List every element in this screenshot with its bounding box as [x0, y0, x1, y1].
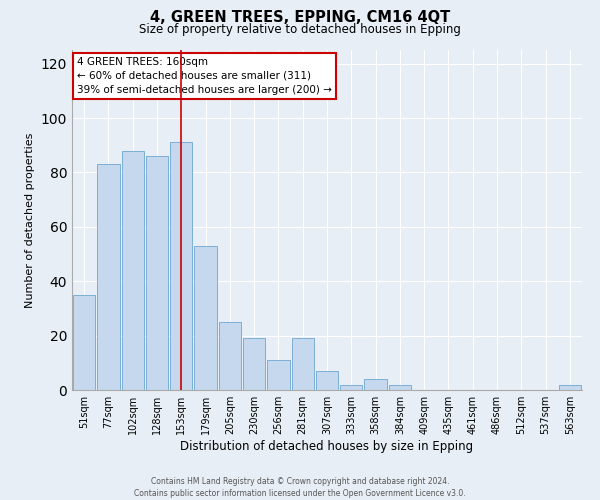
Text: 4 GREEN TREES: 160sqm
← 60% of detached houses are smaller (311)
39% of semi-det: 4 GREEN TREES: 160sqm ← 60% of detached … [77, 57, 332, 95]
Bar [170, 142, 193, 390]
Text: 4, GREEN TREES, EPPING, CM16 4QT: 4, GREEN TREES, EPPING, CM16 4QT [150, 10, 450, 25]
Bar [316, 371, 338, 390]
Text: Size of property relative to detached houses in Epping: Size of property relative to detached ho… [139, 22, 461, 36]
Bar [73, 295, 95, 390]
Bar [292, 338, 314, 390]
Bar [340, 384, 362, 390]
Bar [194, 246, 217, 390]
Bar [267, 360, 290, 390]
Bar [364, 379, 387, 390]
Bar [97, 164, 119, 390]
Text: Contains HM Land Registry data © Crown copyright and database right 2024.
Contai: Contains HM Land Registry data © Crown c… [134, 476, 466, 498]
Bar [122, 150, 144, 390]
Bar [218, 322, 241, 390]
Bar [389, 384, 411, 390]
Bar [559, 384, 581, 390]
Bar [146, 156, 168, 390]
X-axis label: Distribution of detached houses by size in Epping: Distribution of detached houses by size … [181, 440, 473, 453]
Y-axis label: Number of detached properties: Number of detached properties [25, 132, 35, 308]
Bar [243, 338, 265, 390]
